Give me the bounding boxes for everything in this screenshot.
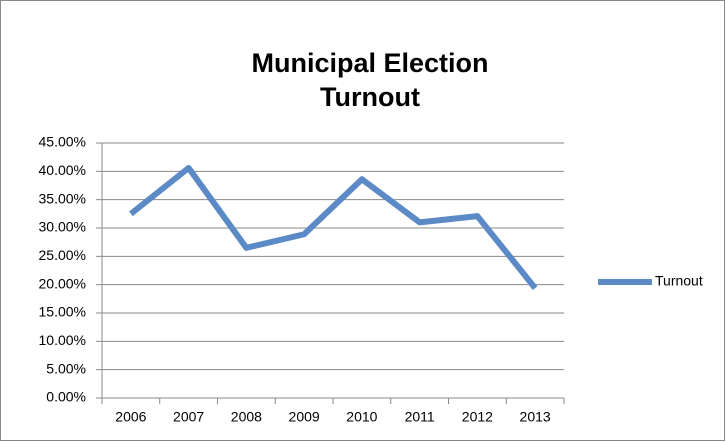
y-tick-label: 45.00% [39,134,86,150]
y-tick-label: 0.00% [46,389,86,405]
y-tick-label: 30.00% [39,219,86,235]
x-tick-label: 2008 [231,409,262,425]
y-tick-label: 40.00% [39,162,86,178]
y-tick-label: 35.00% [39,190,86,206]
x-tick-label: 2012 [462,409,493,425]
y-tick-label: 5.00% [46,360,86,376]
legend-label: Turnout [655,273,703,289]
y-tick-label: 20.00% [39,275,86,291]
data-line [129,164,538,290]
chart-title: Municipal Election Turnout [251,48,489,112]
x-tick-label: 2011 [405,409,435,425]
y-tick-label: 10.00% [39,332,86,348]
x-tick-label: 2013 [520,409,551,425]
x-tick-label: 2009 [289,409,320,425]
x-tick-label: 2006 [115,409,146,425]
y-tick-label: 15.00% [39,304,86,320]
x-tick-label: 2007 [173,409,204,425]
y-tick-label: 25.00% [39,247,86,263]
x-tick-label: 2010 [346,409,377,425]
